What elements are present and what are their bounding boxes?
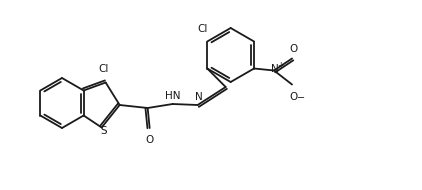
Text: S: S — [100, 127, 107, 136]
Text: +: + — [277, 61, 283, 70]
Text: O: O — [289, 92, 297, 101]
Text: −: − — [297, 93, 305, 104]
Text: Cl: Cl — [197, 24, 208, 33]
Text: O: O — [146, 135, 154, 145]
Text: O: O — [289, 44, 297, 54]
Text: Cl: Cl — [98, 63, 109, 74]
Text: N: N — [271, 64, 279, 74]
Text: N: N — [195, 92, 203, 102]
Text: HN: HN — [165, 91, 180, 101]
